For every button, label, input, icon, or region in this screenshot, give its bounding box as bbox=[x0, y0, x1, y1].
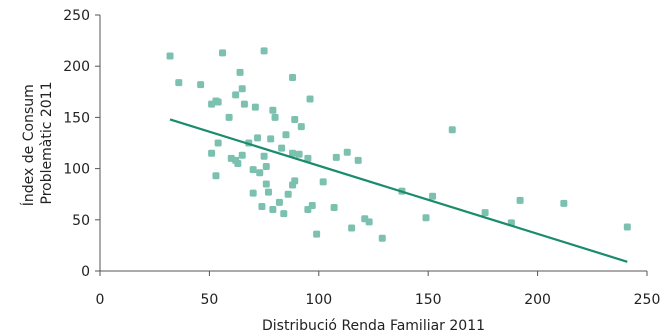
data-point bbox=[238, 151, 246, 159]
x-tick-label: 250 bbox=[634, 292, 661, 308]
axes bbox=[99, 15, 647, 272]
data-point bbox=[232, 91, 240, 99]
data-point bbox=[275, 198, 283, 206]
x-tick-label: 0 bbox=[96, 292, 105, 308]
x-tick-label: 150 bbox=[415, 292, 442, 308]
data-point bbox=[258, 202, 266, 210]
data-point bbox=[319, 178, 327, 186]
data-point bbox=[560, 199, 568, 207]
x-tick-label: 50 bbox=[200, 292, 218, 308]
y-tick-label: 100 bbox=[63, 162, 90, 178]
data-point bbox=[260, 152, 268, 160]
data-point bbox=[269, 106, 277, 114]
x-axis-ticks: 0 50 100 150 200 250 bbox=[96, 271, 661, 308]
data-point bbox=[197, 81, 205, 89]
data-point bbox=[271, 113, 279, 121]
data-point bbox=[251, 103, 259, 111]
data-point bbox=[516, 196, 524, 204]
data-point bbox=[623, 223, 631, 231]
data-point bbox=[225, 113, 233, 121]
data-point bbox=[304, 154, 312, 162]
y-tick-label: 150 bbox=[63, 110, 90, 126]
data-point bbox=[306, 95, 314, 103]
data-point bbox=[330, 204, 338, 212]
data-point bbox=[354, 156, 362, 164]
data-point bbox=[282, 131, 290, 139]
data-point bbox=[291, 177, 299, 185]
data-point bbox=[166, 52, 174, 60]
data-point bbox=[291, 115, 299, 123]
data-point bbox=[249, 189, 257, 197]
data-points bbox=[166, 47, 631, 242]
trendline bbox=[169, 118, 628, 263]
data-point bbox=[269, 206, 277, 214]
data-point bbox=[264, 188, 272, 196]
data-point bbox=[236, 68, 244, 76]
data-point bbox=[278, 144, 286, 152]
data-point bbox=[284, 190, 292, 198]
data-point bbox=[254, 134, 262, 142]
data-point bbox=[267, 135, 275, 143]
data-point bbox=[280, 210, 288, 218]
data-point bbox=[289, 149, 297, 157]
data-point bbox=[212, 172, 220, 180]
x-tick-label: 100 bbox=[305, 292, 332, 308]
y-axis-title-line-2: Problemàtic 2011 bbox=[39, 82, 55, 205]
data-point bbox=[262, 163, 270, 171]
y-tick-label: 250 bbox=[63, 8, 90, 24]
data-point bbox=[343, 148, 351, 156]
data-point bbox=[365, 218, 373, 226]
data-point bbox=[289, 73, 297, 81]
y-axis-ticks: 0 50 100 150 200 250 bbox=[63, 8, 100, 280]
y-tick-label: 200 bbox=[63, 59, 90, 75]
data-point bbox=[262, 180, 270, 188]
y-axis-title-line-1: Índex de Consum bbox=[20, 84, 37, 206]
data-point bbox=[219, 49, 227, 57]
data-point bbox=[308, 201, 316, 209]
data-point bbox=[448, 126, 456, 134]
data-point bbox=[256, 169, 264, 177]
data-point bbox=[422, 214, 430, 222]
x-axis-title: Distribució Renda Familiar 2011 bbox=[262, 318, 485, 334]
data-point bbox=[260, 47, 268, 55]
y-axis-title: Índex de Consum Problemàtic 2011 bbox=[20, 80, 55, 206]
data-point bbox=[429, 192, 437, 200]
y-tick-label: 0 bbox=[81, 264, 90, 280]
x-tick-label: 200 bbox=[524, 292, 551, 308]
data-point bbox=[214, 98, 222, 106]
data-point bbox=[295, 150, 303, 158]
data-point bbox=[332, 153, 340, 161]
y-tick-label: 50 bbox=[72, 213, 90, 229]
data-point bbox=[240, 100, 248, 108]
data-point bbox=[234, 159, 242, 167]
data-point bbox=[214, 139, 222, 147]
data-point bbox=[175, 79, 183, 87]
data-point bbox=[378, 234, 386, 242]
data-point bbox=[249, 166, 257, 174]
data-point bbox=[313, 230, 321, 238]
data-point bbox=[481, 209, 489, 217]
data-point bbox=[208, 149, 216, 157]
data-point bbox=[238, 85, 246, 93]
data-point bbox=[297, 123, 305, 131]
data-point bbox=[348, 224, 356, 232]
